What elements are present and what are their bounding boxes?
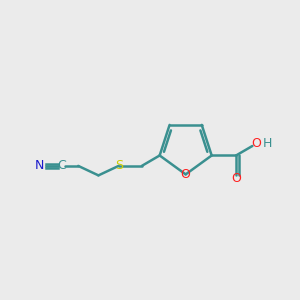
Text: O: O [251,137,261,150]
Text: H: H [263,137,272,150]
Text: N: N [35,159,44,172]
Text: O: O [181,168,190,181]
Text: O: O [231,172,241,185]
Text: C: C [58,159,66,172]
Text: S: S [115,159,123,172]
